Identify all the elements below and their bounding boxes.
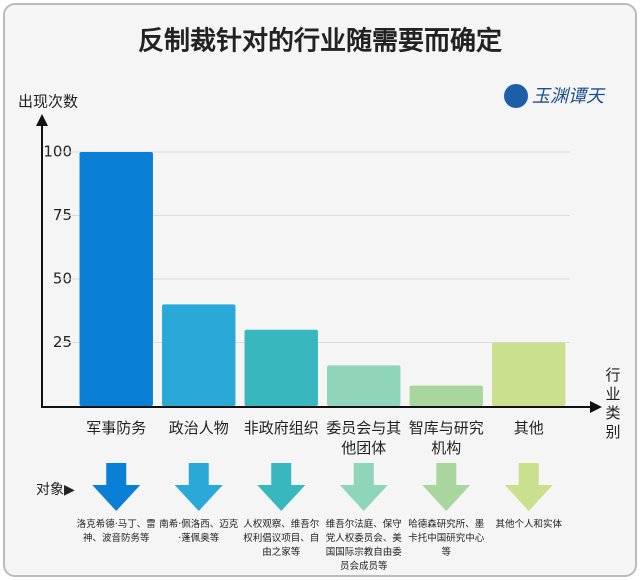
arrow (422, 463, 471, 511)
x-tick-label: 军事防务 (86, 419, 147, 437)
target-text: 人权观察、维吾尔权利倡议项目、自由之家等 (243, 519, 320, 558)
bar (492, 342, 566, 406)
x-tick-label: 政治人物 (168, 419, 229, 437)
x-tick-label: 其他 (513, 419, 544, 437)
x-axis-arrow (590, 401, 602, 413)
arrow (92, 463, 141, 511)
y-tick-label: 100 (43, 143, 72, 161)
x-axis-label: 行业类别 (605, 366, 621, 441)
arrow (174, 463, 223, 511)
bar (162, 304, 236, 406)
bar (244, 329, 318, 406)
x-tick-label: 非政府组织 (243, 419, 319, 437)
bar (409, 385, 483, 406)
target-text: 南希·佩洛西、迈克·蓬佩奥等 (159, 519, 239, 544)
target-text: 洛克希德·马丁、雷神、波音防务等 (76, 519, 156, 544)
bar (327, 365, 401, 406)
targets-label: 对象▶ (36, 482, 75, 498)
arrow (504, 463, 553, 511)
x-tick-label: 委员会与其他团体 (326, 419, 402, 457)
x-tick-label: 智库与研究机构 (408, 419, 484, 457)
arrow (257, 463, 306, 511)
logo: 玉渊谭天 (532, 86, 606, 107)
target-text: 其他个人和实体 (495, 519, 562, 530)
target-text: 哈德森研究所、墨卡托中国研究中心等 (408, 519, 485, 558)
y-axis-label: 出现次数 (18, 93, 78, 111)
y-axis-arrow (36, 114, 48, 126)
logo-icon (504, 84, 528, 108)
arrow (339, 463, 388, 511)
bar (79, 152, 153, 406)
target-text: 维吾尔法庭、保守党人权委员会、美国国际宗教自由委员会成员等 (325, 519, 402, 572)
chart-title: 反制裁针对的行业随需要而确定 (138, 26, 502, 57)
